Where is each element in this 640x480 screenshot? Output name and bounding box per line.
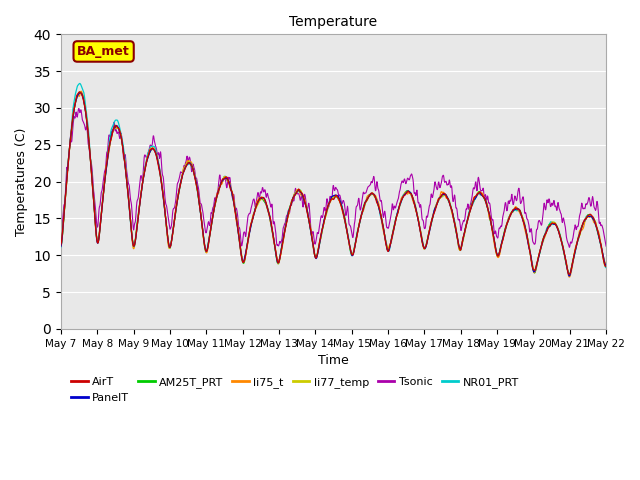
Text: BA_met: BA_met [77, 45, 130, 58]
X-axis label: Time: Time [318, 354, 349, 367]
Legend: AirT, PanelT, AM25T_PRT, li75_t, li77_temp, Tsonic, NR01_PRT: AirT, PanelT, AM25T_PRT, li75_t, li77_te… [67, 373, 524, 407]
Y-axis label: Temperatures (C): Temperatures (C) [15, 128, 28, 236]
Title: Temperature: Temperature [289, 15, 378, 29]
